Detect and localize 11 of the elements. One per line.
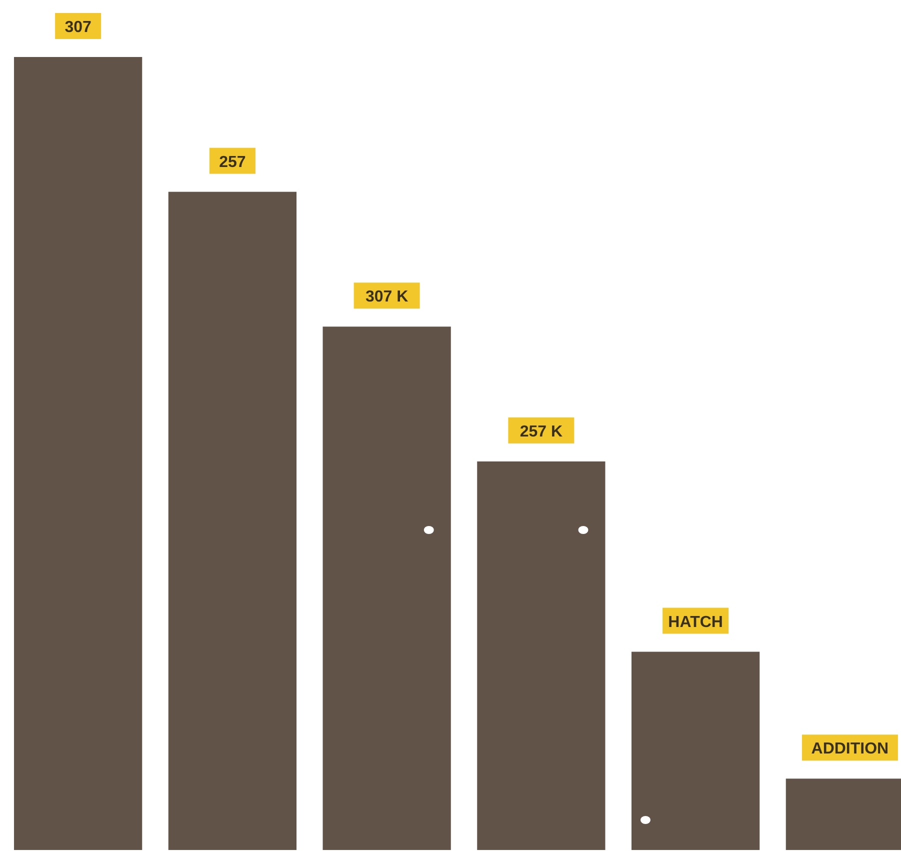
x-tick-label: 257 [219, 154, 246, 171]
x-tick-label: 307 [64, 19, 92, 36]
bar [14, 57, 142, 850]
x-tick-label: 307 K [365, 288, 409, 306]
bar [168, 192, 297, 850]
x-tick-label: HATCH [668, 614, 723, 631]
x-tick-label: ADDITION [811, 740, 889, 758]
bar [477, 461, 606, 850]
bar [322, 326, 451, 850]
x-tick-label: 257 K [520, 423, 563, 440]
bar [631, 652, 760, 850]
